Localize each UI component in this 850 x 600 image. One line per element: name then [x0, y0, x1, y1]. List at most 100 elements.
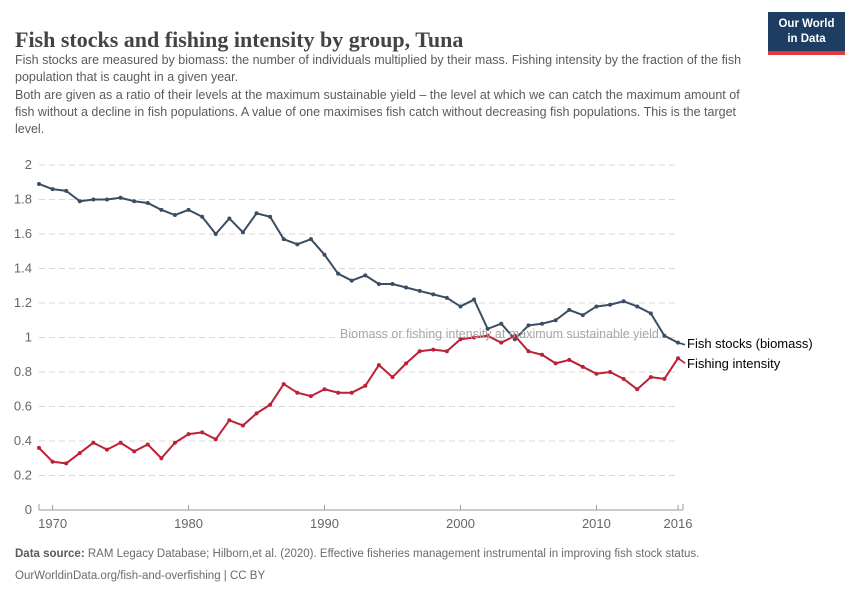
data-point[interactable]	[77, 199, 82, 204]
data-point[interactable]	[458, 337, 463, 342]
data-point[interactable]	[635, 387, 640, 392]
data-point[interactable]	[594, 371, 599, 376]
data-point[interactable]	[281, 382, 286, 387]
data-point[interactable]	[540, 352, 545, 357]
data-point[interactable]	[676, 340, 680, 345]
data-point[interactable]	[50, 187, 55, 192]
data-point[interactable]	[676, 356, 680, 361]
legend-fishing-intensity[interactable]: Fishing intensity	[687, 356, 781, 371]
data-point[interactable]	[227, 216, 232, 221]
data-point[interactable]	[50, 459, 55, 464]
data-point[interactable]	[594, 304, 599, 309]
data-point[interactable]	[159, 456, 164, 461]
data-point[interactable]	[281, 237, 286, 242]
data-point[interactable]	[91, 197, 96, 202]
data-point[interactable]	[417, 349, 422, 354]
data-point[interactable]	[308, 394, 313, 399]
data-point[interactable]	[240, 423, 245, 428]
data-point[interactable]	[431, 292, 436, 297]
data-point[interactable]	[458, 304, 463, 309]
data-point[interactable]	[227, 418, 232, 423]
data-point[interactable]	[648, 375, 653, 380]
data-point[interactable]	[349, 278, 354, 283]
data-point[interactable]	[390, 375, 395, 380]
data-point[interactable]	[363, 383, 368, 388]
legend-fish-stocks[interactable]: Fish stocks (biomass)	[687, 336, 813, 351]
data-point[interactable]	[104, 447, 109, 452]
data-point[interactable]	[621, 376, 626, 381]
data-point[interactable]	[444, 349, 449, 354]
data-point[interactable]	[608, 302, 613, 307]
data-point[interactable]	[621, 299, 626, 304]
data-point[interactable]	[376, 363, 381, 368]
data-point[interactable]	[308, 237, 313, 242]
data-point[interactable]	[390, 282, 395, 287]
data-point[interactable]	[472, 335, 477, 340]
data-point[interactable]	[186, 207, 191, 212]
data-point[interactable]	[580, 313, 585, 318]
data-point[interactable]	[132, 199, 137, 204]
data-point[interactable]	[213, 437, 218, 442]
data-point[interactable]	[64, 188, 69, 193]
data-point[interactable]	[349, 390, 354, 395]
data-point[interactable]	[145, 200, 150, 205]
data-point[interactable]	[295, 242, 300, 247]
data-point[interactable]	[567, 357, 572, 362]
data-point[interactable]	[512, 333, 517, 338]
data-point[interactable]	[336, 271, 341, 276]
data-point[interactable]	[322, 387, 327, 392]
data-point[interactable]	[431, 347, 436, 352]
data-point[interactable]	[118, 195, 123, 200]
data-point[interactable]	[37, 445, 41, 450]
data-point[interactable]	[553, 361, 558, 366]
data-point[interactable]	[91, 440, 96, 445]
data-point[interactable]	[322, 252, 327, 257]
data-point[interactable]	[159, 207, 164, 212]
data-point[interactable]	[553, 318, 558, 323]
data-point[interactable]	[336, 390, 341, 395]
data-point[interactable]	[145, 442, 150, 447]
data-point[interactable]	[540, 321, 545, 326]
data-point[interactable]	[404, 361, 409, 366]
data-point[interactable]	[608, 370, 613, 374]
data-point[interactable]	[526, 349, 531, 354]
data-point[interactable]	[662, 376, 667, 381]
owid-logo[interactable]: Our World in Data	[768, 12, 845, 55]
data-point[interactable]	[472, 297, 477, 302]
data-point[interactable]	[240, 230, 245, 235]
data-point[interactable]	[200, 430, 205, 435]
data-point[interactable]	[499, 321, 504, 326]
data-point[interactable]	[526, 323, 531, 328]
data-point[interactable]	[213, 232, 218, 236]
data-point[interactable]	[268, 402, 273, 407]
data-point[interactable]	[648, 311, 653, 316]
data-point[interactable]	[64, 461, 69, 466]
data-point[interactable]	[662, 333, 667, 338]
data-point[interactable]	[118, 440, 123, 445]
data-point[interactable]	[485, 326, 490, 331]
data-point[interactable]	[404, 285, 409, 290]
data-point[interactable]	[172, 440, 177, 445]
data-point[interactable]	[254, 411, 259, 416]
data-point[interactable]	[567, 307, 572, 312]
data-point[interactable]	[444, 295, 449, 300]
data-point[interactable]	[580, 364, 585, 369]
fishing-intensity-line[interactable]	[38, 334, 679, 465]
data-point[interactable]	[363, 273, 368, 278]
data-point[interactable]	[417, 288, 422, 293]
data-point[interactable]	[376, 282, 381, 287]
data-point[interactable]	[186, 432, 191, 437]
data-point[interactable]	[499, 340, 504, 345]
data-point[interactable]	[104, 197, 109, 202]
data-point[interactable]	[132, 449, 137, 454]
data-point[interactable]	[37, 181, 41, 186]
fish-stocks-line[interactable]	[38, 183, 679, 344]
data-point[interactable]	[635, 304, 640, 309]
data-point[interactable]	[295, 390, 300, 395]
data-point[interactable]	[268, 214, 273, 219]
data-point[interactable]	[200, 214, 205, 219]
data-point[interactable]	[77, 451, 82, 456]
data-point[interactable]	[485, 333, 490, 338]
data-point[interactable]	[254, 211, 259, 216]
